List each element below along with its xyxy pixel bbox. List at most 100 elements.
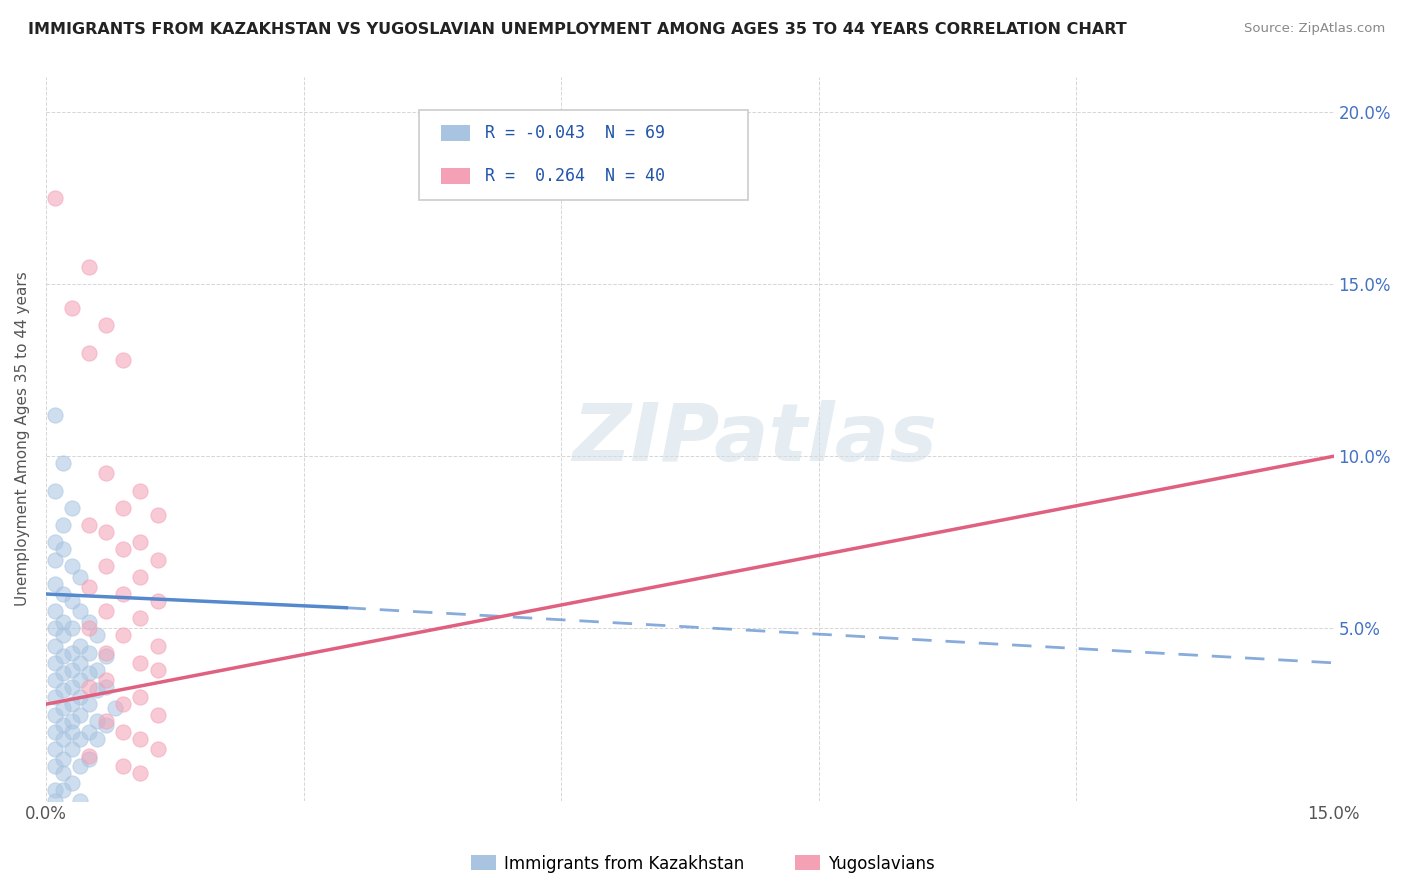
Point	[77, 260, 100, 274]
Point	[52, 766, 75, 780]
Point	[52, 542, 75, 557]
Point	[94, 318, 117, 333]
Point	[52, 731, 75, 746]
Point	[129, 731, 152, 746]
Point	[129, 766, 152, 780]
Point	[44, 656, 66, 670]
Point	[69, 731, 91, 746]
Point	[69, 656, 91, 670]
Point	[112, 352, 135, 367]
Text: Source: ZipAtlas.com: Source: ZipAtlas.com	[1244, 22, 1385, 36]
Point	[52, 718, 75, 732]
Point	[60, 500, 83, 515]
Point	[112, 759, 135, 773]
Point	[44, 742, 66, 756]
Point	[112, 500, 135, 515]
Point	[94, 680, 117, 694]
Point	[77, 622, 100, 636]
Point	[60, 646, 83, 660]
Point	[146, 639, 169, 653]
Text: IMMIGRANTS FROM KAZAKHSTAN VS YUGOSLAVIAN UNEMPLOYMENT AMONG AGES 35 TO 44 YEARS: IMMIGRANTS FROM KAZAKHSTAN VS YUGOSLAVIA…	[28, 22, 1126, 37]
Point	[129, 690, 152, 705]
Point	[52, 683, 75, 698]
Point	[44, 622, 66, 636]
Point	[69, 759, 91, 773]
Point	[44, 724, 66, 739]
Point	[86, 628, 108, 642]
Point	[129, 570, 152, 584]
Point	[52, 628, 75, 642]
Point	[44, 604, 66, 618]
Point	[94, 646, 117, 660]
Point	[94, 604, 117, 618]
Point	[77, 748, 100, 763]
FancyBboxPatch shape	[419, 110, 748, 201]
Point	[69, 690, 91, 705]
Point	[44, 535, 66, 549]
Point	[77, 646, 100, 660]
Point	[69, 707, 91, 722]
Point	[52, 518, 75, 533]
Point	[104, 700, 127, 714]
Point	[77, 697, 100, 711]
Point	[112, 697, 135, 711]
Point	[146, 508, 169, 522]
Point	[86, 683, 108, 698]
Point	[52, 456, 75, 470]
Point	[129, 483, 152, 498]
Point	[44, 783, 66, 797]
Point	[44, 759, 66, 773]
Point	[94, 524, 117, 539]
Point	[129, 535, 152, 549]
Point	[60, 776, 83, 790]
Point	[112, 587, 135, 601]
Point	[77, 518, 100, 533]
Legend: Immigrants from Kazakhstan, Yugoslavians: Immigrants from Kazakhstan, Yugoslavians	[464, 848, 942, 880]
Point	[86, 663, 108, 677]
Point	[60, 594, 83, 608]
Point	[77, 346, 100, 360]
Point	[146, 742, 169, 756]
Point	[69, 570, 91, 584]
Point	[69, 673, 91, 687]
Point	[52, 648, 75, 663]
Point	[77, 752, 100, 766]
Point	[60, 663, 83, 677]
Point	[77, 580, 100, 594]
Point	[112, 724, 135, 739]
Point	[44, 408, 66, 422]
Point	[94, 673, 117, 687]
Point	[146, 663, 169, 677]
Point	[44, 639, 66, 653]
Point	[146, 552, 169, 566]
Point	[44, 576, 66, 591]
Point	[60, 559, 83, 574]
Point	[52, 615, 75, 629]
FancyBboxPatch shape	[441, 168, 470, 184]
Y-axis label: Unemployment Among Ages 35 to 44 years: Unemployment Among Ages 35 to 44 years	[15, 272, 30, 607]
Text: ZIPatlas: ZIPatlas	[572, 400, 936, 478]
Point	[94, 648, 117, 663]
Point	[60, 622, 83, 636]
Point	[44, 191, 66, 205]
Point	[44, 483, 66, 498]
Point	[52, 783, 75, 797]
Point	[60, 724, 83, 739]
Point	[146, 594, 169, 608]
Point	[112, 542, 135, 557]
Text: R =  0.264  N = 40: R = 0.264 N = 40	[485, 167, 665, 185]
Point	[86, 714, 108, 729]
FancyBboxPatch shape	[441, 125, 470, 141]
Point	[60, 714, 83, 729]
Point	[44, 552, 66, 566]
Point	[129, 611, 152, 625]
Point	[52, 752, 75, 766]
Point	[129, 656, 152, 670]
Point	[69, 604, 91, 618]
Point	[52, 666, 75, 681]
Point	[94, 714, 117, 729]
Point	[94, 467, 117, 481]
Point	[44, 690, 66, 705]
Text: R = -0.043  N = 69: R = -0.043 N = 69	[485, 124, 665, 142]
Point	[77, 615, 100, 629]
